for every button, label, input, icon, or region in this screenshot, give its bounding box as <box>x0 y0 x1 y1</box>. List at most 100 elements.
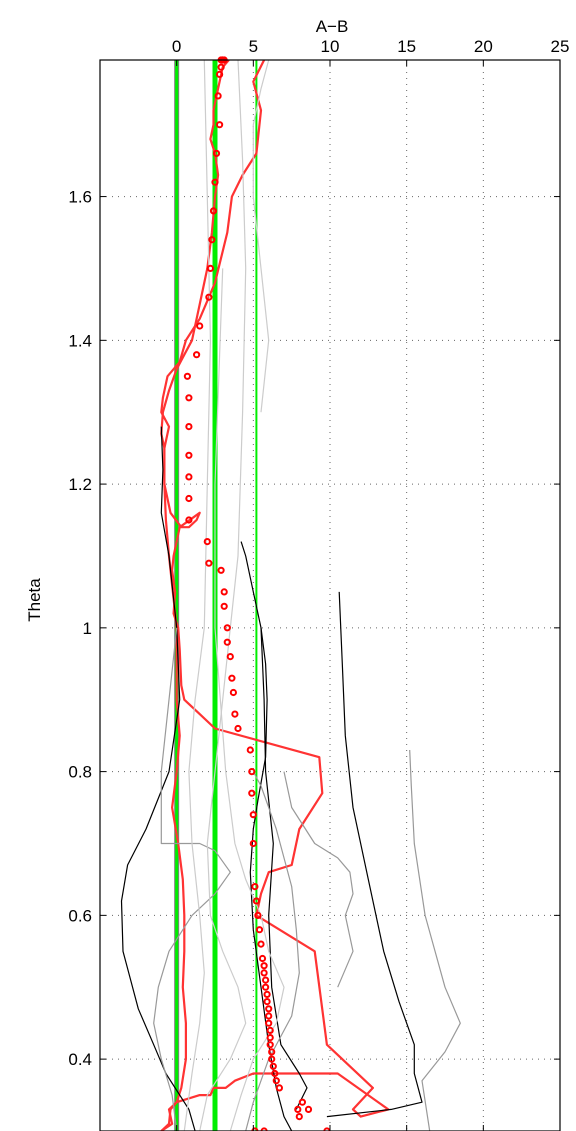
data-point <box>205 559 213 567</box>
data-point <box>216 121 224 129</box>
series-line <box>260 627 308 1110</box>
data-point <box>203 538 211 546</box>
data-point <box>206 264 214 272</box>
y-tick-label: 1.2 <box>68 475 92 494</box>
data-point <box>211 178 219 186</box>
plot-frame <box>99 59 561 1131</box>
data-point <box>266 1026 274 1035</box>
data-point <box>260 1127 268 1131</box>
data-point <box>269 1062 277 1070</box>
data-point <box>185 473 193 481</box>
y-tick-label: 0.8 <box>68 763 92 782</box>
data-point <box>214 92 222 100</box>
y-tick-label: 1.4 <box>68 331 92 350</box>
data-point <box>260 969 268 977</box>
data-point <box>268 1048 276 1056</box>
data-point <box>266 1041 274 1049</box>
data-point <box>193 351 201 359</box>
data-point <box>275 1084 283 1092</box>
data-point <box>223 624 231 632</box>
data-point <box>251 883 259 891</box>
data-point <box>271 1069 279 1078</box>
data-point <box>229 688 237 697</box>
data-point <box>196 322 204 330</box>
data-point <box>294 1105 302 1114</box>
data-point <box>251 1127 259 1131</box>
data-point <box>248 768 256 776</box>
series-line <box>326 591 423 1118</box>
data-point <box>248 789 256 797</box>
data-point <box>205 293 213 301</box>
data-point <box>254 911 262 920</box>
data-point <box>185 494 193 503</box>
data-point <box>262 983 270 991</box>
data-point <box>249 839 257 848</box>
data-point <box>323 1127 331 1131</box>
x-tick-label: 5 <box>249 37 258 56</box>
series <box>120 56 461 1131</box>
x-tick-label: 25 <box>551 37 570 56</box>
data-point <box>185 394 193 402</box>
data-point <box>298 1098 306 1106</box>
data-point <box>265 1012 273 1020</box>
y-tick-label: 0.4 <box>68 1050 92 1069</box>
data-point <box>208 236 216 244</box>
series-line <box>160 59 390 1131</box>
series-line <box>120 426 196 1131</box>
x-axis-label: A−B <box>316 17 349 36</box>
data-point <box>217 63 225 71</box>
series-line <box>245 771 300 1131</box>
x-tick-label: 10 <box>321 37 340 56</box>
series-line <box>240 541 293 1131</box>
data-point <box>185 423 193 431</box>
data-point <box>228 674 236 682</box>
data-point <box>263 998 271 1006</box>
data-point <box>266 1034 274 1042</box>
grid <box>100 60 561 1131</box>
data-point <box>226 653 234 661</box>
data-point <box>185 516 193 524</box>
data-point <box>255 926 264 934</box>
data-point <box>246 746 254 754</box>
data-point <box>263 990 271 999</box>
data-point <box>252 897 260 905</box>
x-tick-label: 0 <box>172 37 181 56</box>
data-point <box>234 724 242 733</box>
series-line <box>199 59 247 1131</box>
data-point <box>257 940 265 948</box>
data-point <box>265 1019 273 1027</box>
data-point <box>260 962 268 970</box>
series-line <box>160 59 230 1131</box>
data-point <box>304 1105 313 1114</box>
data-point <box>295 1113 303 1121</box>
y-tick-label: 1 <box>83 619 92 638</box>
data-point <box>216 70 224 79</box>
data-point <box>212 149 221 157</box>
data-point <box>209 207 218 215</box>
data-point <box>185 451 193 459</box>
data-point <box>231 710 239 718</box>
y-axis-label: Theta <box>25 578 44 622</box>
data-point <box>265 1005 273 1013</box>
series-line <box>252 59 270 413</box>
data-point <box>183 372 191 380</box>
data-point <box>249 811 257 819</box>
data-point <box>262 976 270 984</box>
data-point <box>272 1077 280 1085</box>
series-line <box>283 771 354 988</box>
y-tick-label: 0.6 <box>68 906 92 925</box>
series-line <box>153 627 231 1131</box>
data-point <box>223 638 231 646</box>
x-tick-label: 20 <box>474 37 493 56</box>
data-point <box>220 602 228 610</box>
data-point <box>217 566 225 574</box>
series-line <box>409 749 461 1131</box>
data-point <box>258 954 267 963</box>
ticks: 0 5 10 15 20 25 0.4 0.6 0.8 1 1.2 1.4 1.6 <box>68 37 569 1131</box>
data-point <box>268 1055 276 1063</box>
data-point <box>220 588 228 596</box>
series-line <box>183 59 211 1131</box>
x-tick-label: 15 <box>397 37 416 56</box>
y-tick-label: 1.6 <box>68 188 92 207</box>
